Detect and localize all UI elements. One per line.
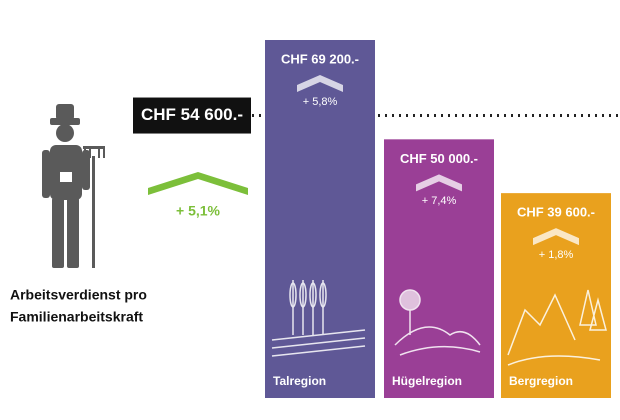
category-label: Talregion xyxy=(273,374,326,388)
change-label: + 7,4% xyxy=(422,195,457,207)
reference-label: CHF 54 600.- xyxy=(141,105,243,124)
value-label: CHF 69 200.- xyxy=(281,51,359,66)
mountain-icon xyxy=(507,289,607,366)
caption: Familienarbeitskraft xyxy=(10,309,143,325)
value-label: CHF 50 000.- xyxy=(400,151,478,166)
value-label: CHF 39 600.- xyxy=(517,205,595,220)
chart-layer: CHF 69 200.- + 5,8% Talregion CHF 50 000.- +… xyxy=(10,40,620,399)
reference-change-arrow xyxy=(148,172,248,195)
change-label: + 1,8% xyxy=(539,249,574,261)
wheat-icon xyxy=(271,280,366,357)
change-arrow xyxy=(297,75,343,92)
reference-box xyxy=(133,97,251,134)
change-arrow xyxy=(533,228,579,246)
reference-change-label: + 5,1% xyxy=(176,203,221,219)
bar xyxy=(265,40,375,398)
change-label: + 5,8% xyxy=(303,96,338,108)
category-label: Bergregion xyxy=(509,374,573,388)
category-label: Hügelregion xyxy=(392,374,462,388)
hill-icon xyxy=(394,289,481,356)
caption: Arbeitsverdienst pro xyxy=(10,287,147,303)
change-arrow xyxy=(416,174,462,192)
farmer-icon xyxy=(42,104,105,268)
